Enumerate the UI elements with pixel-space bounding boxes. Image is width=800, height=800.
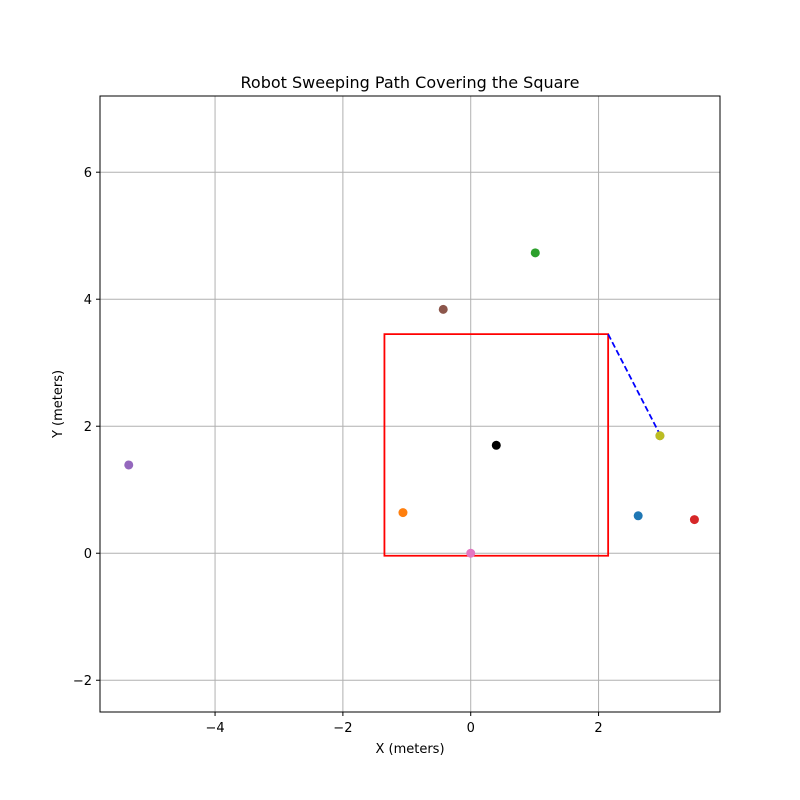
chart-title: Robot Sweeping Path Covering the Square — [241, 73, 580, 92]
axis-ticks: −4 −2 0 2 −2 0 2 4 6 — [73, 166, 603, 736]
y-tick-label: 0 — [84, 547, 92, 562]
y-tick-label: 6 — [84, 166, 92, 181]
sweep-path — [607, 333, 662, 437]
scatter-point — [466, 548, 476, 558]
x-tick-label: −2 — [333, 721, 352, 736]
scatter-point — [438, 304, 448, 314]
scatter-point — [124, 460, 134, 470]
x-tick-label: 2 — [594, 721, 602, 736]
x-tick-label: 0 — [467, 721, 475, 736]
y-tick-label: 2 — [84, 420, 92, 435]
y-axis-label: Y (meters) — [51, 370, 66, 439]
scatter-point — [689, 515, 699, 525]
scatter-point — [655, 431, 665, 441]
center-point — [491, 440, 501, 450]
scatter-point — [530, 248, 540, 258]
scatter-point — [633, 511, 643, 521]
x-tick-label: −4 — [205, 721, 224, 736]
y-tick-label: 4 — [84, 293, 92, 308]
data-points — [124, 248, 699, 558]
plot-frame — [99, 95, 721, 713]
x-axis-label: X (meters) — [375, 742, 444, 757]
grid — [100, 96, 720, 712]
y-tick-label: −2 — [73, 674, 92, 689]
scatter-point — [398, 508, 408, 518]
path-segment — [607, 333, 662, 437]
